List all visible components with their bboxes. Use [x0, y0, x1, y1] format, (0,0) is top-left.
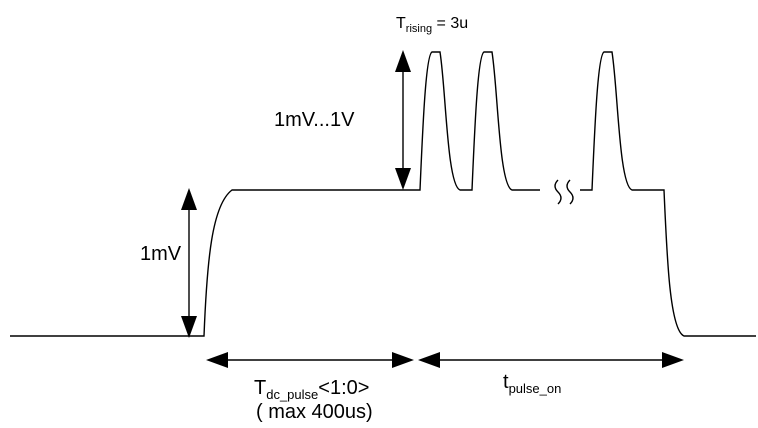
- pulse-on-label: tpulse_on: [503, 371, 561, 396]
- pulse-on-sub: pulse_on: [509, 381, 562, 396]
- dc-pulse-main: T: [254, 377, 266, 399]
- rise-time-rest: = 3u: [432, 15, 468, 32]
- baseline-step-arrow: [181, 188, 197, 338]
- pulse-amplitude-arrow: [395, 50, 411, 190]
- pulse-on-arrow: [418, 352, 684, 368]
- break-mark-left: [554, 179, 562, 205]
- waveform: [10, 51, 756, 337]
- rise-time-main: T: [396, 15, 406, 32]
- dc-pulse-label: Tdc_pulse<1:0>: [254, 377, 369, 402]
- baseline-step-label: 1mV: [140, 243, 182, 265]
- dc-pulse-arrow: [206, 352, 414, 368]
- dc-pulse-note: ( max 400us): [256, 401, 373, 423]
- break-mark-right: [566, 179, 574, 205]
- rise-time-label: Trising = 3u: [396, 15, 468, 35]
- dc-pulse-sub: dc_pulse: [266, 387, 318, 402]
- pulse-on-main: t: [503, 371, 509, 393]
- rise-time-sub: rising: [406, 23, 432, 35]
- dc-pulse-rest: <1:0>: [318, 377, 369, 399]
- pulse-amplitude-label: 1mV...1V: [274, 109, 355, 131]
